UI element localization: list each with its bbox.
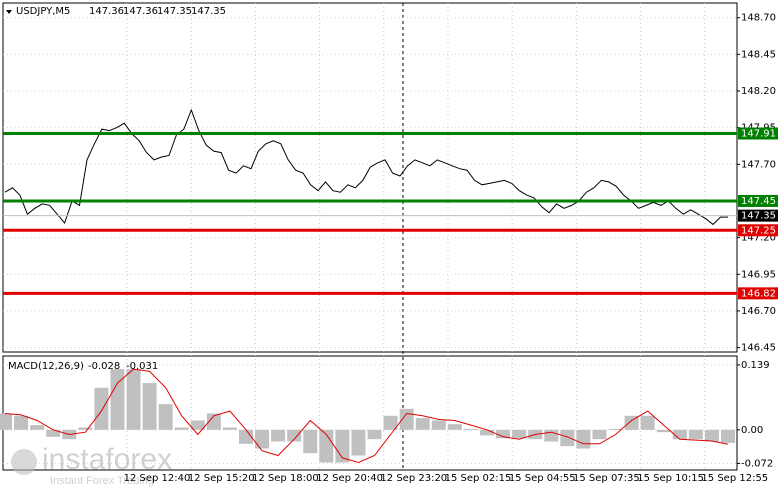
current-price-box [738,209,778,222]
macd-bar [271,429,286,442]
y-tick-label: 146.70 [741,306,776,317]
x-tick-label: 12 Sep 15:20 [188,473,255,484]
macd-bar [704,429,719,442]
y-tick-label: 146.95 [741,269,776,280]
macd-bar [335,429,350,463]
chart-title: USDJPY,M5 [16,6,70,17]
level-box [738,287,778,300]
y-tick-label: -0.072 [741,458,773,469]
macd-bar [608,428,623,430]
level-box [738,224,778,237]
macd-bar [367,429,382,440]
macd-bar [656,429,671,433]
menu-arrow [6,10,12,14]
macd-bar [672,429,687,440]
y-tick-label: 147.20 [741,233,776,244]
grid [3,3,740,470]
macd-bar [190,420,205,430]
macd-bar [351,429,366,456]
level-box [738,127,778,140]
macd-bar [463,428,478,430]
y-tick-label: 148.45 [741,49,776,60]
ohlc-value: 147.35 [157,6,192,17]
x-tick-label: 12 Sep 23:20 [380,473,447,484]
macd-bar [239,429,253,444]
x-tick-label: 15 Sep 04:55 [509,473,576,484]
level-box [738,194,778,207]
ohlc-value: 147.36 [123,6,158,17]
header: USDJPY,M5 147.36 147.36 147.35 147.35MACD(12… [8,6,226,372]
macd-bar [415,418,430,430]
macd-bar [576,429,591,449]
macd-bar [560,429,575,447]
ohlc-value: 147.35 [191,6,226,17]
y-tick-label: 0.139 [741,360,770,371]
y-tick-label: 148.20 [741,86,776,97]
y-tick-label: 0.00 [741,425,763,436]
x-tick-label: 12 Sep 18:00 [252,473,319,484]
macd-panel [2,355,738,471]
watermark-brand: instaforex [42,443,172,476]
y-tick-label: 146.45 [741,343,776,354]
x-tick-label: 15 Sep 10:15 [637,473,704,484]
macd-bar [30,425,45,430]
macd-bar [319,429,334,463]
macd-bar [592,429,607,440]
macd-bar [158,404,173,430]
price-line [4,108,728,226]
macd-bar [688,429,703,440]
macd-bar [496,429,511,439]
watermark-tagline: Instant Forex Trading [50,475,154,487]
macd-reading: -0.031 [126,361,158,372]
x-tick-label: 12 Sep 12:40 [124,473,191,484]
x-tick-label: 15 Sep 12:55 [701,473,768,484]
ohlc-value: 147.36 [89,6,124,17]
x-tick-label: 15 Sep 07:35 [573,473,640,484]
macd-bar [110,369,125,430]
macd-bar [544,429,559,442]
macd-bar [431,420,446,430]
x-tick-label: 15 Sep 02:15 [445,473,512,484]
macd-bar [0,413,12,430]
macd-bar [46,429,61,437]
y-tick-label: 147.70 [741,159,776,170]
y-tick-label: 148.70 [741,13,776,24]
macd-bar [222,427,237,430]
marks [0,108,737,464]
signal-line [4,368,729,464]
macd-bar [255,429,270,449]
macd-bar [78,427,93,430]
macd-bar [512,429,527,439]
level-label: 147.45 [741,196,776,207]
macd-reading: -0.028 [88,361,120,372]
level-label: 146.82 [741,288,776,299]
macd-bar [94,387,109,430]
watermark-logo [11,449,37,475]
macd-bar [206,413,221,430]
macd-bar [142,383,157,430]
macd-bar [287,429,302,442]
macd-title: MACD(12,26,9) [8,361,84,372]
price-panel [2,2,738,353]
macd-bar [126,369,141,430]
macd-bar [721,429,735,443]
macd-bar [640,415,655,430]
macd-bar [303,429,318,454]
level-label: 147.91 [741,129,776,140]
macd-bar [14,415,29,430]
x-tick-label: 12 Sep 20:40 [316,473,383,484]
level-label: 147.25 [741,225,776,236]
macd-bar [624,415,639,430]
macd-bar [480,429,494,436]
macd-bar [447,424,462,430]
macd-bar [383,415,398,430]
current-price-label: 147.35 [741,211,776,222]
watermark: instaforex Instant Forex Trading [11,443,172,487]
macd-bar [174,427,189,430]
